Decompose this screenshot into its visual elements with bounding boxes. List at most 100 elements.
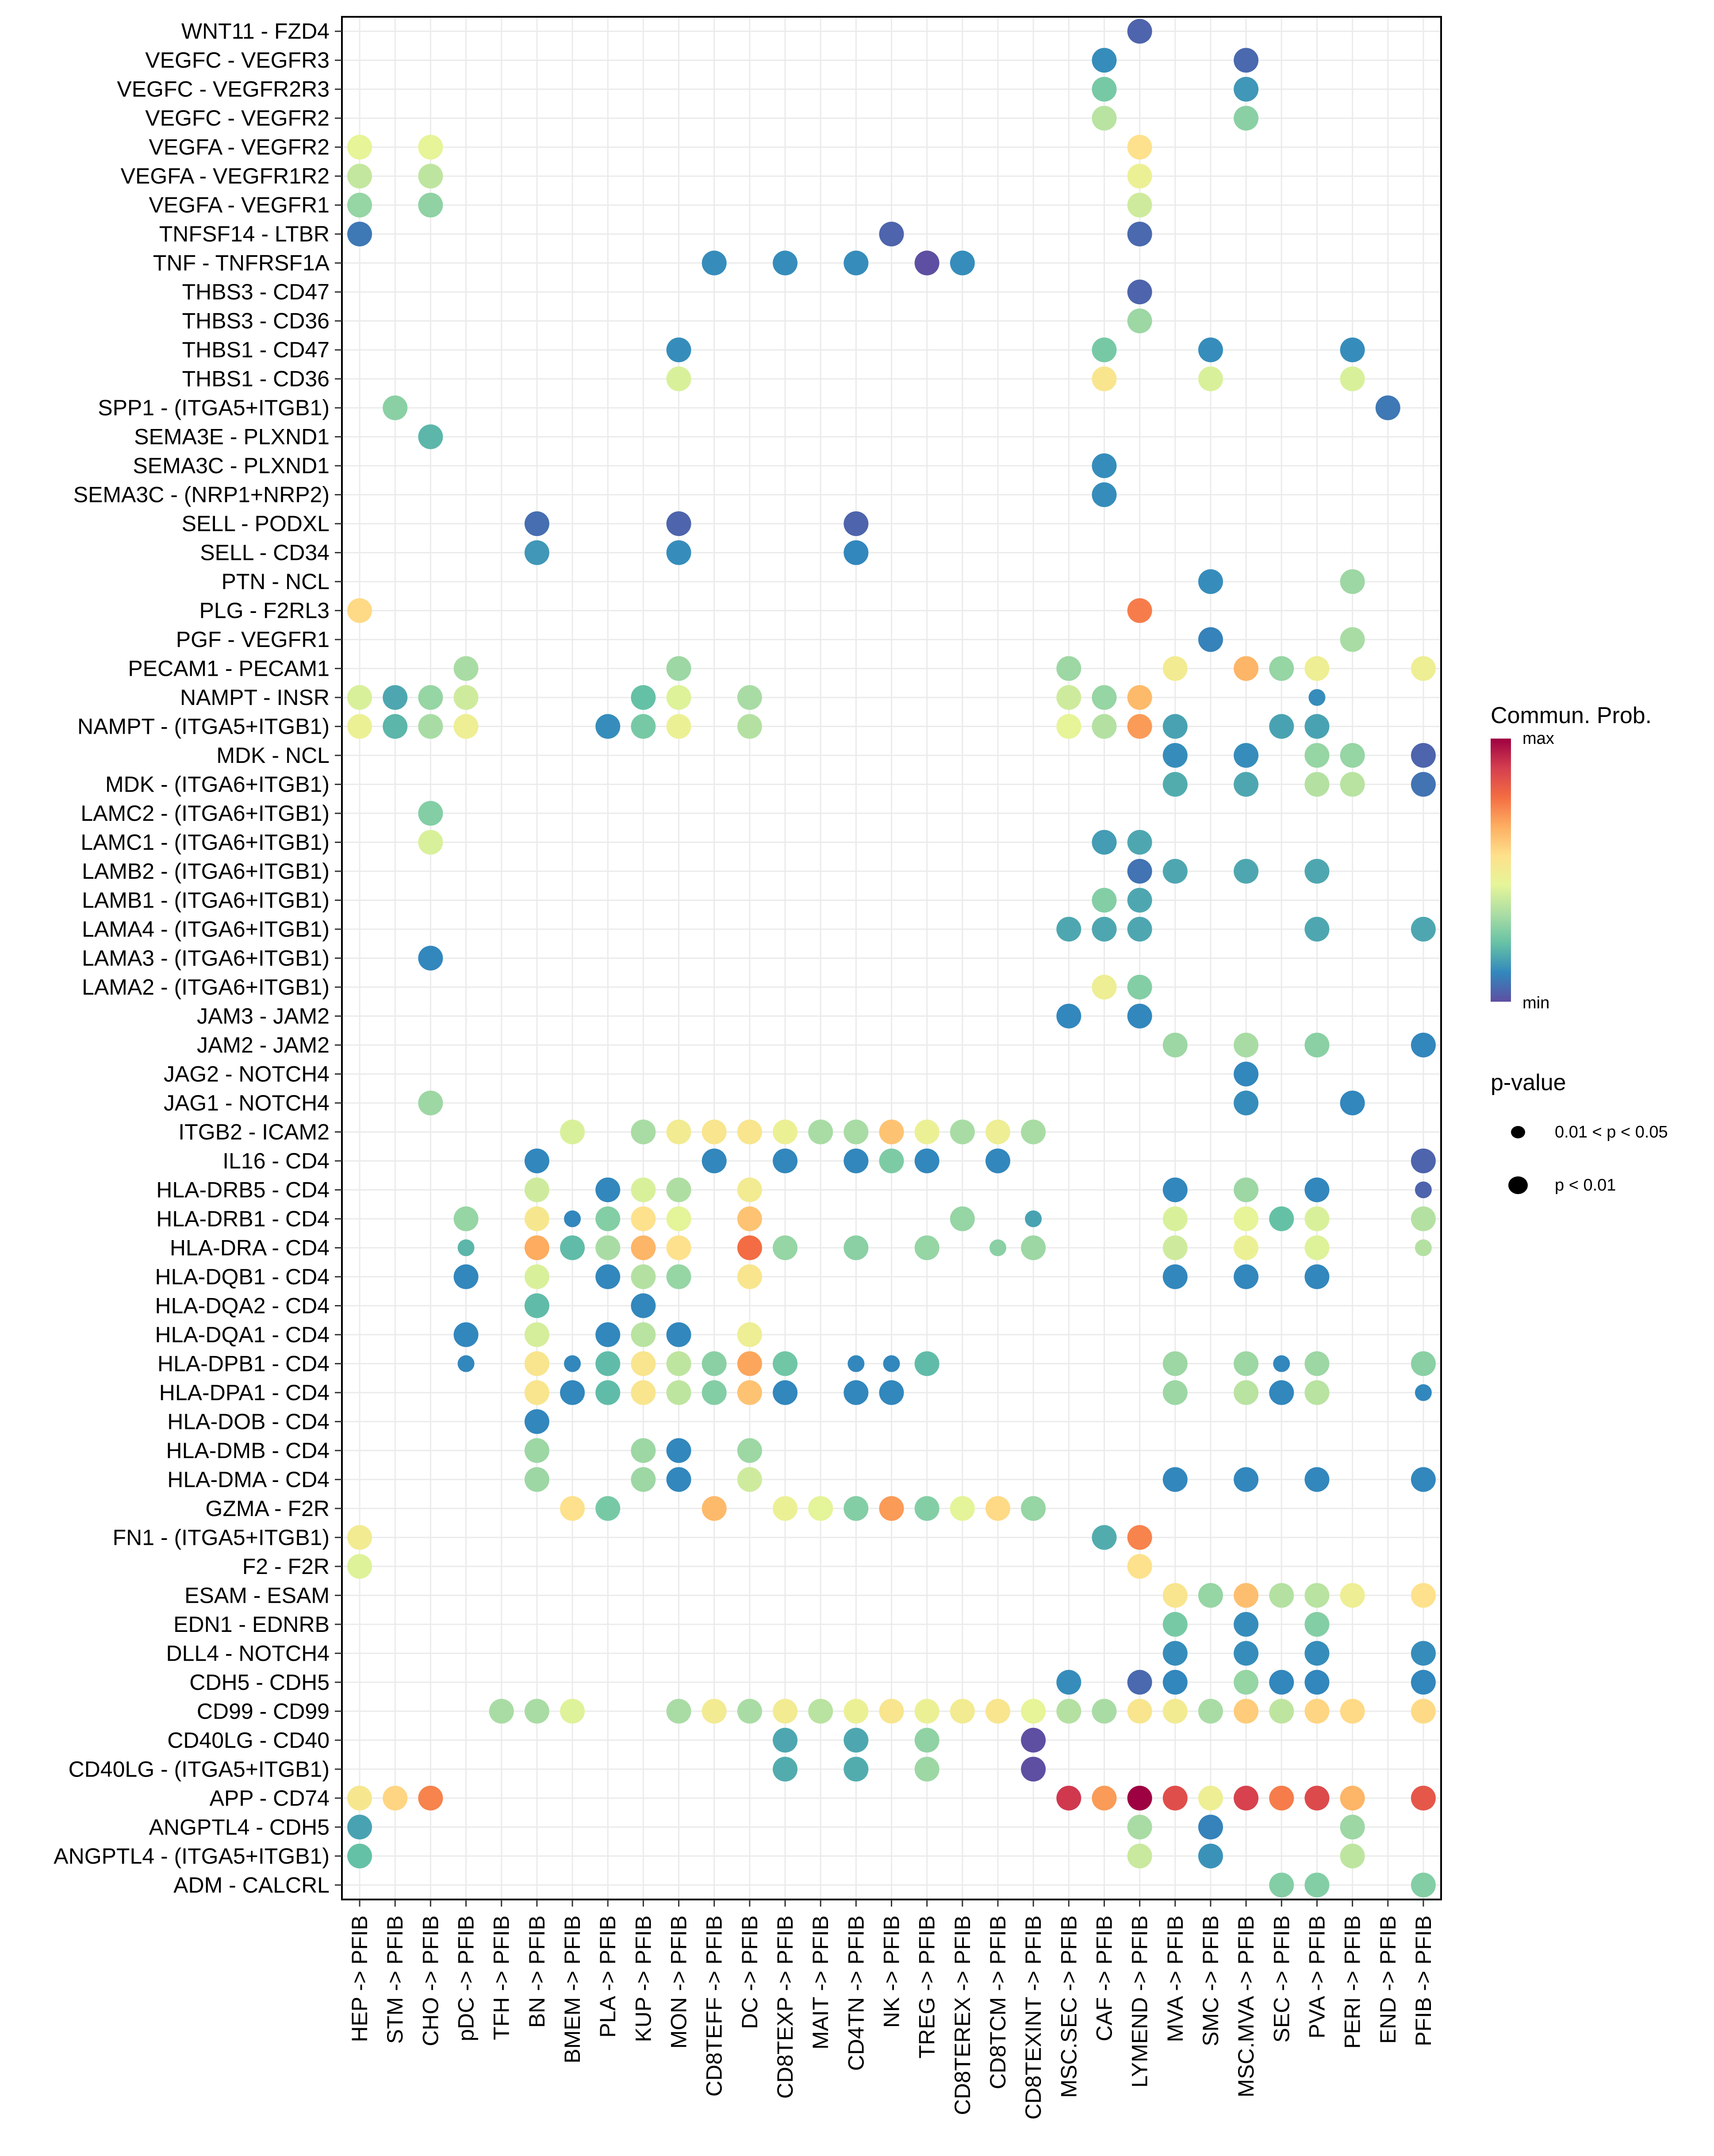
dot xyxy=(1340,1090,1365,1115)
dot xyxy=(1162,1583,1188,1608)
dot xyxy=(1127,1525,1152,1550)
dot xyxy=(1304,656,1330,681)
dot xyxy=(560,1380,585,1405)
dot xyxy=(737,1699,762,1724)
dot xyxy=(1340,569,1365,594)
dot xyxy=(418,714,443,739)
dot xyxy=(1304,1264,1330,1289)
dot xyxy=(1056,917,1081,942)
grid-lines xyxy=(342,17,1441,1899)
dot xyxy=(879,1496,904,1521)
dot xyxy=(1415,1239,1432,1256)
y-tick-label: HLA-DOB - CD4 xyxy=(167,1409,330,1434)
dot xyxy=(702,1496,727,1521)
dot xyxy=(1234,1177,1259,1202)
x-tick-label: CD4TN -> PFIB xyxy=(844,1915,868,2071)
y-tick-label: ANGPTL4 - CDH5 xyxy=(149,1815,330,1839)
dot xyxy=(985,1496,1010,1521)
dot xyxy=(1162,1032,1188,1057)
dot xyxy=(773,1699,798,1724)
y-tick-label: JAM2 - JAM2 xyxy=(197,1033,330,1057)
x-tick-label: PERI -> PFIB xyxy=(1340,1915,1365,2049)
dot xyxy=(950,1119,975,1145)
x-tick-label: CD8TEFF -> PFIB xyxy=(702,1915,727,2097)
dot xyxy=(1234,77,1259,102)
y-tick-label: F2 - F2R xyxy=(242,1554,330,1579)
dot xyxy=(1340,337,1365,363)
dot xyxy=(1304,1032,1330,1057)
dot xyxy=(524,1264,549,1289)
dot xyxy=(383,395,408,421)
x-tick-label: CAF -> PFIB xyxy=(1092,1915,1116,2041)
dot xyxy=(1127,1554,1152,1579)
dot xyxy=(524,1409,549,1434)
y-tick-label: ESAM - ESAM xyxy=(184,1583,330,1608)
dot xyxy=(347,1525,372,1550)
dot xyxy=(631,685,656,710)
dot xyxy=(1162,1235,1188,1260)
dot xyxy=(418,801,443,826)
dot xyxy=(595,714,621,739)
dot xyxy=(914,250,939,276)
dot xyxy=(950,1496,975,1521)
dot xyxy=(1056,1699,1081,1724)
dot xyxy=(666,1351,691,1376)
y-tick-label: LAMA4 - (ITGA6+ITGB1) xyxy=(82,917,330,942)
dot xyxy=(453,1206,479,1231)
dot xyxy=(985,1119,1010,1145)
dot xyxy=(1127,974,1152,999)
y-tick-label: SEMA3C - PLXND1 xyxy=(133,453,330,478)
dot xyxy=(1340,1785,1365,1811)
dot xyxy=(1092,106,1117,131)
dot xyxy=(1092,685,1117,710)
dot xyxy=(1234,1090,1259,1115)
dot xyxy=(666,685,691,710)
y-tick-label: HLA-DQB1 - CD4 xyxy=(155,1264,330,1289)
dot xyxy=(666,1264,691,1289)
dot xyxy=(347,1785,372,1811)
dot xyxy=(847,1355,865,1372)
x-tick-label: PFIB -> PFIB xyxy=(1411,1915,1436,2046)
dot xyxy=(1234,1351,1259,1376)
dot xyxy=(1127,1815,1152,1840)
y-tick-label: THBS1 - CD36 xyxy=(182,367,330,391)
dot xyxy=(1304,743,1330,768)
dot xyxy=(1304,1670,1330,1695)
dot xyxy=(989,1239,1006,1256)
dot xyxy=(808,1699,833,1724)
dot xyxy=(1127,888,1152,913)
legend: Commun. Prob. max min p-value 0.01 < p <… xyxy=(1491,703,1668,1195)
y-tick-label: TNF - TNFRSF1A xyxy=(153,251,330,276)
y-tick-label: HLA-DPA1 - CD4 xyxy=(159,1380,330,1405)
pvalue-legend-key xyxy=(1508,1176,1528,1194)
color-legend-bar xyxy=(1491,739,1511,1002)
dot xyxy=(1092,1699,1117,1724)
dot xyxy=(1304,1467,1330,1492)
dot xyxy=(560,1496,585,1521)
dot xyxy=(418,1090,443,1115)
x-tick-label: CD8TEXP -> PFIB xyxy=(773,1915,798,2099)
dot xyxy=(737,1438,762,1463)
dot xyxy=(1162,1177,1188,1202)
dot xyxy=(773,1380,798,1405)
dot xyxy=(1304,1177,1330,1202)
dot xyxy=(1411,1351,1436,1376)
dot xyxy=(560,1235,585,1260)
y-tick-label: HLA-DRB1 - CD4 xyxy=(156,1206,330,1231)
dot xyxy=(844,1496,869,1521)
y-tick-label: SELL - CD34 xyxy=(200,540,330,565)
dot xyxy=(1304,1206,1330,1231)
dot xyxy=(1198,627,1223,652)
dot xyxy=(1162,1206,1188,1231)
dot xyxy=(1304,1235,1330,1260)
dot xyxy=(914,1351,939,1376)
dot xyxy=(985,1148,1010,1173)
dot xyxy=(879,1699,904,1724)
dot xyxy=(1198,1583,1223,1608)
dot xyxy=(808,1119,833,1145)
y-tick-label: THBS1 - CD47 xyxy=(182,337,330,362)
dot xyxy=(1162,859,1188,884)
dot xyxy=(1304,1785,1330,1811)
dot xyxy=(631,1293,656,1318)
dot xyxy=(1411,1148,1436,1173)
